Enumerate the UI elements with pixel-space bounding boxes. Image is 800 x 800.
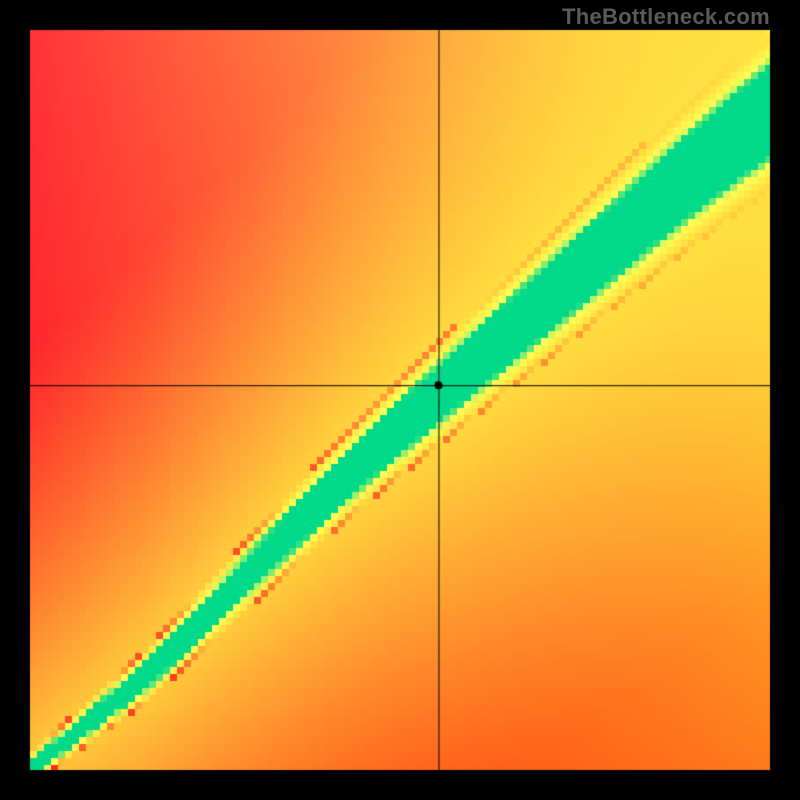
chart-container: TheBottleneck.com [0,0,800,800]
watermark-text: TheBottleneck.com [562,4,770,30]
bottleneck-heatmap [0,0,800,800]
